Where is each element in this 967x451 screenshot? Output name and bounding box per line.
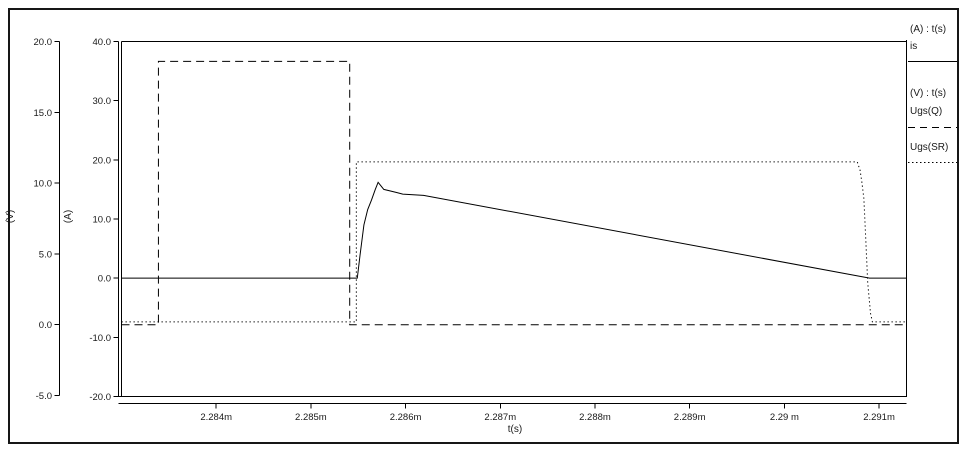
x-axis-tick-label: 2.291m	[863, 412, 895, 423]
a-axis-tick-label: 0.0	[98, 274, 111, 285]
series-ugs-sr-	[121, 161, 907, 323]
a-axis-tick-label: -10.0	[89, 333, 111, 344]
v-axis-tick-label: 0.0	[39, 320, 52, 331]
a-axis-tick-label: 30.0	[93, 96, 112, 107]
a-axis-tick-label: -20.0	[89, 392, 111, 403]
legend-item-ugs-q[interactable]: Ugs(Q)	[910, 106, 943, 117]
a-axis-unit-label: (A)	[63, 209, 75, 224]
x-axis-tick-label: 2.286m	[390, 412, 422, 423]
legend-item-is[interactable]: is	[910, 41, 918, 52]
x-axis-tick-label: 2.288m	[579, 412, 611, 423]
series-ugs-q-	[121, 60, 907, 326]
x-axis-tick-label: 2.284m	[200, 412, 232, 423]
v-axis-tick-label: 20.0	[34, 37, 53, 48]
legend-sample-dashed-line	[908, 127, 957, 128]
a-axis-tick-label: 20.0	[93, 155, 112, 166]
v-axis-tick-label: 15.0	[34, 108, 53, 119]
x-axis-tick-label: 2.29 m	[770, 412, 799, 423]
legend-item-ugs-sr[interactable]: Ugs(SR)	[910, 142, 949, 153]
a-axis-tick-label: 40.0	[93, 37, 112, 48]
window-frame	[8, 8, 959, 444]
series-is	[121, 181, 907, 279]
x-axis-tick-label: 2.287m	[484, 412, 516, 423]
legend-sample-dotted-line	[908, 162, 957, 163]
legend-sample-solid-line	[908, 61, 957, 62]
x-axis-label: t(s)	[507, 424, 523, 435]
legend-group-v-title: (V) : t(s)	[910, 88, 947, 99]
a-axis-tick-label: 10.0	[93, 215, 112, 226]
v-axis-tick-label: -5.0	[36, 391, 52, 402]
v-axis-tick-label: 5.0	[39, 249, 52, 260]
legend-group-a-title: (A) : t(s)	[910, 24, 947, 35]
v-axis-unit-label: (V)	[5, 209, 17, 224]
x-axis-tick-label: 2.285m	[295, 412, 327, 423]
x-axis-tick-label: 2.289m	[674, 412, 706, 423]
v-axis-tick-label: 10.0	[34, 179, 53, 190]
